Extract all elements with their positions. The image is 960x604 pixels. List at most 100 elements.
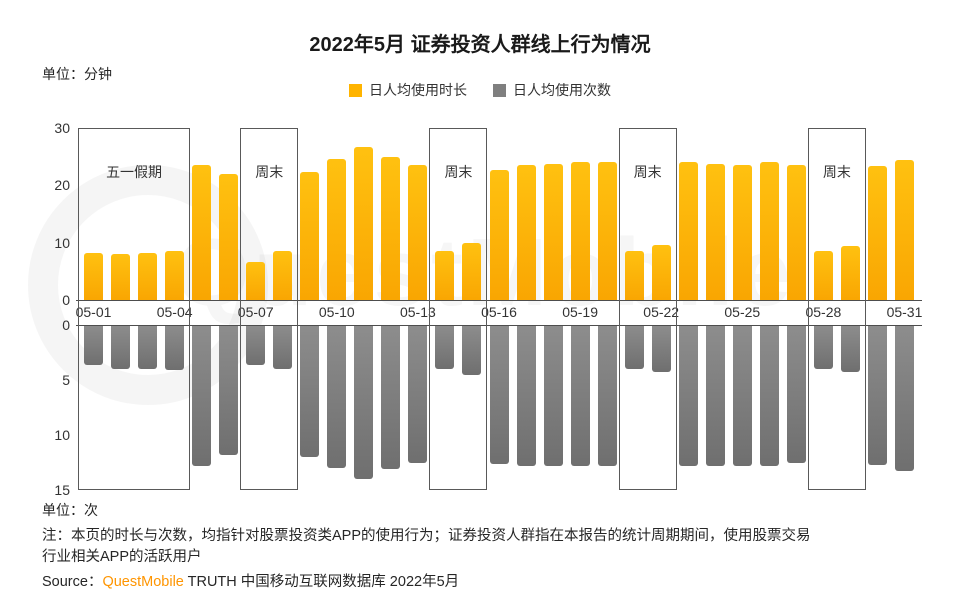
- bar-counts-05-24: [705, 325, 725, 466]
- bar-minutes-05-12: [381, 157, 401, 300]
- x-tick-label: 05-22: [643, 304, 680, 320]
- bar-counts-05-28: [813, 325, 833, 369]
- bar-minutes-05-09: [300, 172, 320, 300]
- y-tick-label-counts: 0: [62, 317, 70, 333]
- bar-counts-05-07: [246, 325, 266, 365]
- bar-minutes-05-02: [111, 254, 131, 300]
- source-prefix: Source：: [42, 574, 103, 590]
- annotation-label: 五一假期: [106, 164, 163, 180]
- y-tick-label-minutes: 0: [62, 292, 70, 308]
- bar-counts-05-26: [759, 325, 779, 466]
- legend-label-counts: 日人均使用次数: [513, 82, 611, 98]
- source-line: Source：QuestMobile TRUTH 中国移动互联网数据库 2022…: [42, 570, 459, 591]
- annotation-label: 周末: [255, 164, 284, 180]
- y-tick-label-minutes: 20: [54, 177, 70, 194]
- bar-minutes-05-05: [192, 164, 212, 300]
- bar-minutes-05-24: [705, 164, 725, 300]
- x-tick-label: 05-13: [399, 304, 436, 320]
- bar-counts-05-22: [651, 325, 671, 373]
- bar-counts-05-14: [435, 325, 455, 369]
- bar-counts-05-19: [570, 325, 590, 466]
- legend-item-counts: 日人均使用次数: [493, 80, 611, 100]
- bar-counts-05-02: [111, 325, 131, 369]
- bar-minutes-05-16: [489, 170, 509, 300]
- bar-minutes-05-22: [651, 244, 671, 300]
- x-axis-line-bottom: [76, 324, 922, 326]
- bar-minutes-05-28: [813, 250, 833, 300]
- bar-minutes-05-21: [624, 250, 644, 300]
- bar-counts-05-31: [894, 325, 914, 472]
- bar-counts-05-18: [543, 325, 563, 466]
- page-title: 2022年5月 证券投资人群线上行为情况: [309, 34, 651, 56]
- bar-minutes-05-27: [786, 164, 806, 300]
- bar-counts-05-27: [786, 325, 806, 463]
- bar-minutes-05-19: [570, 161, 590, 300]
- bar-counts-05-01: [84, 325, 104, 365]
- bar-minutes-05-11: [354, 147, 374, 300]
- bar-minutes-05-06: [219, 173, 239, 300]
- legend-item-minutes: 日人均使用时长: [349, 80, 467, 100]
- note-line-2: 行业相关APP的活跃用户: [42, 549, 202, 565]
- bar-minutes-05-23: [678, 162, 698, 300]
- x-tick-label: 05-16: [481, 304, 517, 320]
- bar-minutes-05-07: [246, 262, 266, 300]
- bar-counts-05-17: [516, 325, 536, 466]
- legend-swatch-minutes-icon: [349, 83, 362, 97]
- annotation-box: [240, 128, 299, 490]
- x-axis-line-top: [76, 299, 922, 301]
- bar-counts-05-08: [273, 325, 293, 369]
- bar-minutes-05-04: [165, 250, 185, 300]
- bar-minutes-05-20: [597, 161, 617, 300]
- bar-minutes-05-14: [435, 250, 455, 300]
- x-tick-label: 05-25: [724, 304, 761, 320]
- unit-bottom-label: 单位：次: [42, 502, 98, 518]
- bar-counts-05-05: [192, 325, 212, 466]
- x-tick-label: 05-28: [805, 304, 842, 320]
- bar-counts-05-23: [678, 325, 698, 466]
- y-tick-label-counts: 15: [54, 482, 70, 498]
- annotation-box: [429, 128, 488, 490]
- bar-minutes-05-03: [138, 252, 158, 300]
- x-tick-label: 05-31: [886, 304, 923, 320]
- bar-minutes-05-13: [408, 164, 428, 300]
- bar-counts-05-10: [327, 325, 347, 468]
- y-tick-label-counts: 10: [54, 427, 70, 443]
- annotation-label: 周末: [822, 164, 851, 180]
- legend-swatch-counts-icon: [493, 83, 506, 97]
- bar-counts-05-21: [624, 325, 644, 369]
- annotation-label: 周末: [444, 164, 473, 180]
- annotation-box: [807, 128, 866, 490]
- bar-minutes-05-30: [867, 166, 887, 300]
- bar-counts-05-20: [597, 325, 617, 466]
- source-brand: QuestMobile: [102, 574, 184, 590]
- bar-minutes-05-26: [759, 161, 779, 300]
- annotation-box: [618, 128, 677, 490]
- bar-counts-05-13: [408, 325, 428, 463]
- bar-counts-05-03: [138, 325, 158, 369]
- bar-minutes-05-31: [894, 160, 914, 300]
- legend-label-minutes: 日人均使用时长: [369, 82, 467, 98]
- x-tick-label: 05-19: [562, 304, 598, 320]
- annotation-label: 周末: [633, 164, 662, 180]
- unit-top-label: 单位：分钟: [42, 66, 112, 82]
- x-tick-label: 05-01: [75, 304, 112, 320]
- bar-minutes-05-25: [732, 165, 752, 300]
- note-line-1: 注：本页的时长与次数，均指针对股票投资类APP的使用行为；证券投资人群指在本报告…: [42, 528, 811, 544]
- bar-counts-05-12: [381, 325, 401, 470]
- bar-minutes-05-15: [462, 243, 482, 300]
- legend: 日人均使用时长 日人均使用次数: [0, 80, 960, 100]
- annotation-box: [78, 128, 191, 490]
- bar-minutes-05-10: [327, 158, 347, 300]
- bar-minutes-05-29: [840, 246, 860, 300]
- y-tick-label-counts: 5: [62, 372, 70, 388]
- source-suffix: TRUTH 中国移动互联网数据库 2022年5月: [183, 574, 460, 590]
- x-tick-label: 05-04: [156, 304, 193, 320]
- x-tick-label: 05-10: [318, 304, 355, 320]
- bar-counts-05-16: [489, 325, 509, 464]
- bar-minutes-05-08: [273, 250, 293, 300]
- x-tick-label: 05-07: [237, 304, 274, 320]
- bar-counts-05-06: [219, 325, 239, 455]
- bar-minutes-05-01: [84, 252, 104, 300]
- y-tick-label-minutes: 10: [54, 234, 70, 251]
